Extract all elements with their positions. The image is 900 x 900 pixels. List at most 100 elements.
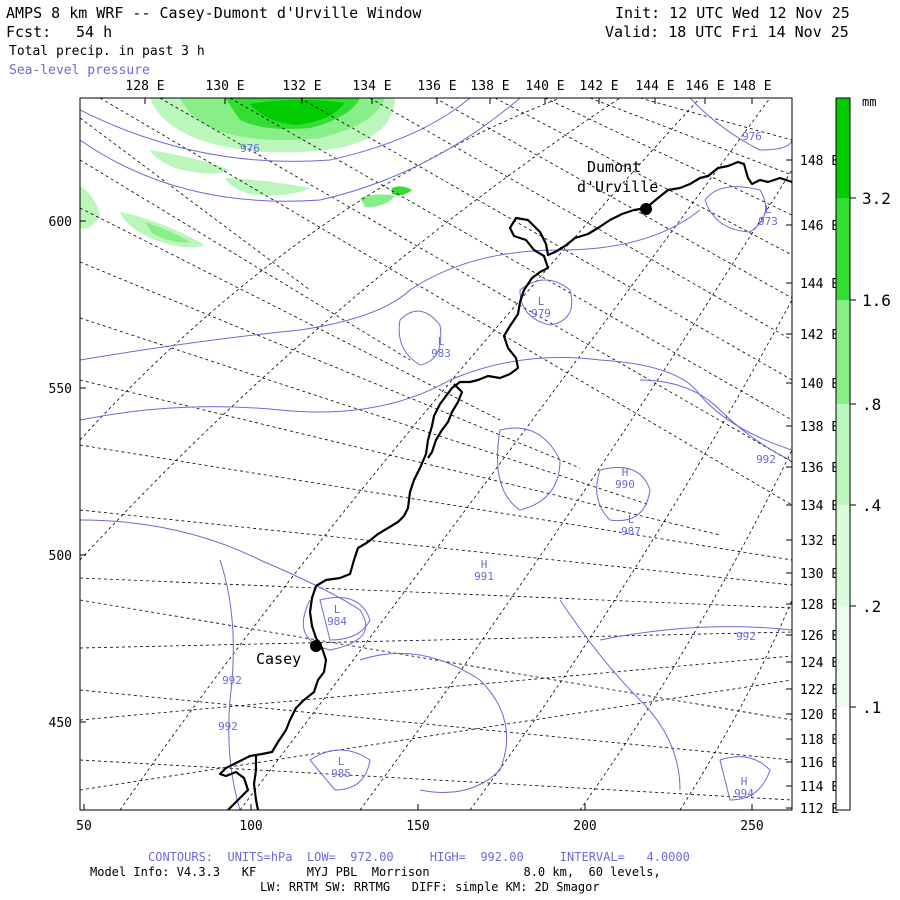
init-time: Init: 12 UTC Wed 12 Nov 25	[615, 4, 850, 22]
pressure-labels: 976976L973L979L983H990L987992H991L984992…	[218, 130, 778, 800]
right-lon-label: 112 E	[800, 802, 839, 817]
station-labels: Dumont d'Urville Casey	[256, 158, 658, 668]
colorbar: mm 3.2 1.6 .8 .4 .2 .1	[835, 95, 891, 811]
colorbar-label: .1	[862, 698, 881, 717]
pressure-value-label: 987	[621, 525, 641, 538]
forecast-label: Fcst:	[6, 23, 52, 41]
pressure-value-label: 992	[736, 630, 756, 643]
colorbar-segment	[836, 606, 850, 707]
colorbar-segment	[836, 198, 850, 300]
top-lon-label: 144 E	[635, 79, 674, 94]
pressure-center-mark: L	[334, 603, 341, 616]
y-tick-label: 450	[49, 716, 72, 731]
pressure-center-mark: L	[765, 203, 772, 216]
forecast-hours: 54 h	[76, 23, 113, 41]
x-tick-label: 50	[76, 819, 92, 834]
pressure-value-label: 973	[758, 215, 778, 228]
top-lon-label: 134 E	[352, 79, 391, 94]
x-tick-label: 250	[740, 819, 763, 834]
colorbar-label: .2	[862, 597, 881, 616]
right-lon-label: 130 E	[800, 567, 839, 582]
colorbar-segment	[836, 404, 850, 505]
colorbar-segment	[836, 300, 850, 404]
pressure-value-label: 992	[222, 674, 242, 687]
pressure-center-mark: L	[338, 755, 345, 768]
right-lon-label: 136 E	[800, 461, 839, 476]
pressure-center-mark: L	[438, 335, 445, 348]
station-markers	[310, 203, 652, 652]
right-lon-label: 122 E	[800, 683, 839, 698]
y-tick-label: 600	[49, 215, 72, 230]
coastline	[218, 160, 792, 810]
right-lon-label: 140 E	[800, 377, 839, 392]
y-tick-label: 550	[49, 382, 72, 397]
top-lon-label: 140 E	[525, 79, 564, 94]
colorbar-unit: mm	[862, 95, 876, 109]
right-lon-label: 142 E	[800, 328, 839, 343]
dumont-label-line1: Dumont	[587, 158, 641, 176]
pressure-value-label: 979	[531, 307, 551, 320]
right-lon-label: 148 E	[800, 154, 839, 169]
pressure-value-label: 992	[756, 453, 776, 466]
physics-info: LW: RRTM SW: RRTMG DIFF: simple KM: 2D S…	[260, 880, 600, 894]
top-lon-label: 136 E	[417, 79, 456, 94]
top-lon-label: 146 E	[685, 79, 724, 94]
pressure-contours	[80, 98, 792, 810]
valid-time: Valid: 18 UTC Fri 14 Nov 25	[605, 23, 849, 41]
x-tick-label: 150	[406, 819, 429, 834]
map-title: AMPS 8 km WRF -- Casey-Dumont d'Urville …	[6, 4, 422, 22]
colorbar-segment	[836, 707, 850, 810]
dumont-label-line2: d'Urville	[577, 178, 658, 196]
pressure-value-label: 992	[218, 720, 238, 733]
pressure-value-label: 985	[331, 767, 351, 780]
pressure-center-mark: L	[538, 295, 545, 308]
casey-marker	[310, 640, 322, 652]
field-precip-label: Total precip. in past 3 h	[9, 44, 205, 59]
x-tick-label: 100	[239, 819, 262, 834]
right-lon-label: 134 E	[800, 499, 839, 514]
map-plot-area: 976976L973L979L983H990L987992H991L984992…	[80, 98, 792, 810]
pressure-center-mark: H	[741, 775, 748, 788]
x-tick-label: 200	[573, 819, 596, 834]
contours-info: CONTOURS: UNITS=hPa LOW= 972.00 HIGH= 99…	[148, 850, 690, 864]
meridian-lines	[80, 98, 792, 801]
pressure-value-label: 983	[431, 347, 451, 360]
right-lon-label: 144 E	[800, 277, 839, 292]
map-frame	[79, 97, 793, 811]
casey-label: Casey	[256, 650, 301, 668]
parallel-lines	[80, 98, 792, 810]
colorbar-label: 3.2	[862, 189, 891, 208]
colorbar-label: .4	[862, 496, 881, 515]
right-lon-label: 118 E	[800, 733, 839, 748]
top-lon-label: 142 E	[579, 79, 618, 94]
dumont-durville-marker	[640, 203, 652, 215]
pressure-value-label: 994	[734, 787, 754, 800]
top-lon-label: 130 E	[205, 79, 244, 94]
right-lon-label: 128 E	[800, 598, 839, 613]
pressure-center-mark: H	[481, 558, 488, 571]
pressure-value-label: 976	[742, 130, 762, 143]
right-lon-label: 138 E	[800, 420, 839, 435]
right-lon-label: 126 E	[800, 629, 839, 644]
right-lon-label: 132 E	[800, 534, 839, 549]
y-tick-label: 500	[49, 549, 72, 564]
colorbar-label: .8	[862, 395, 881, 414]
top-lon-label: 138 E	[470, 79, 509, 94]
pressure-center-mark: L	[628, 513, 635, 526]
right-lon-label: 114 E	[800, 780, 839, 795]
right-lon-label: 146 E	[800, 219, 839, 234]
pressure-value-label: 984	[327, 615, 347, 628]
colorbar-frame	[835, 97, 851, 811]
axes: 128 E 130 E 132 E 134 E 136 E 138 E 140 E 142 E…	[49, 79, 840, 834]
right-lon-label: 116 E	[800, 756, 839, 771]
right-lon-label: 120 E	[800, 708, 839, 723]
colorbar-segment	[836, 505, 850, 606]
precip-shading	[80, 98, 412, 248]
top-lon-label: 148 E	[732, 79, 771, 94]
colorbar-label: 1.6	[862, 291, 891, 310]
top-lon-label: 132 E	[282, 79, 321, 94]
right-lon-label: 124 E	[800, 656, 839, 671]
top-lon-label: 128 E	[125, 79, 164, 94]
field-slp-label: Sea-level pressure	[9, 63, 150, 78]
